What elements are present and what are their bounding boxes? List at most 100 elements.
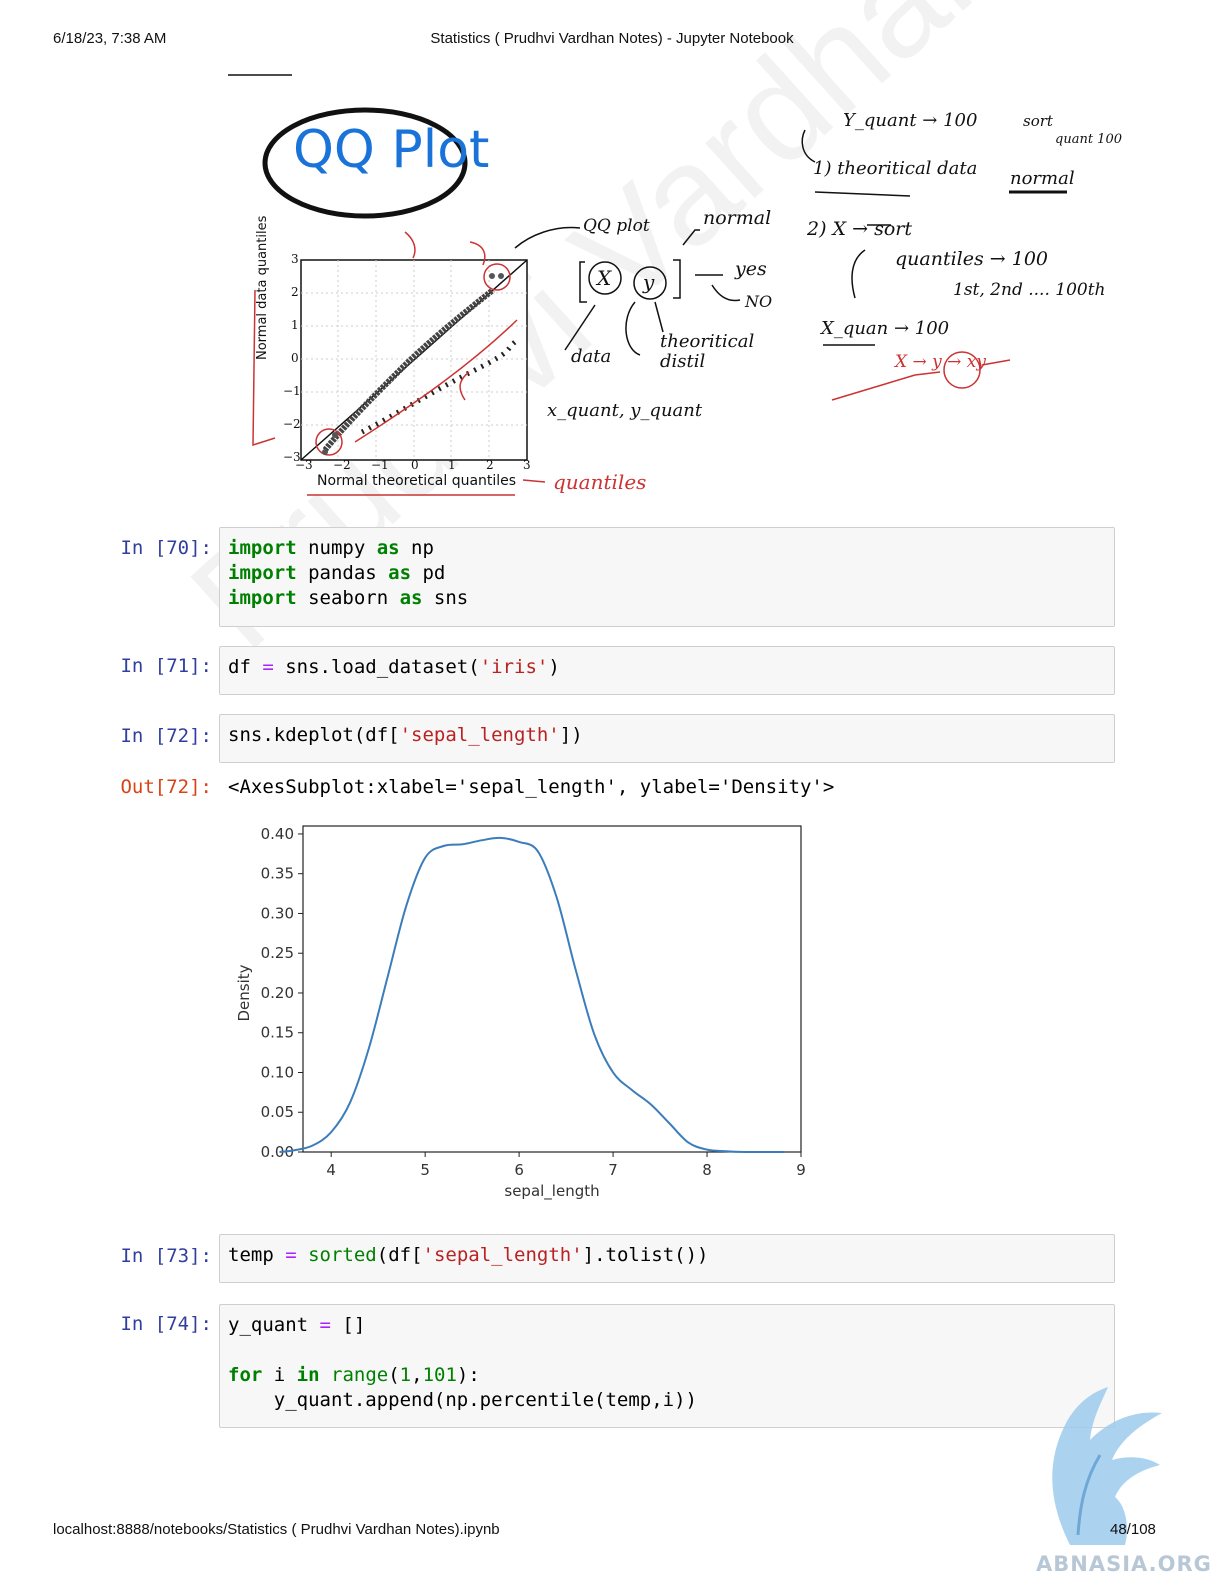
- qq-points-lower: [360, 340, 517, 435]
- normal-note: normal: [703, 207, 772, 229]
- plot-frame: [302, 825, 802, 1153]
- qq-xtick: 2: [486, 458, 494, 472]
- code-text: pandas: [296, 562, 389, 584]
- title-bubble: [262, 107, 468, 219]
- no-note: NO: [745, 292, 773, 311]
- step1-normal-note: normal: [1010, 168, 1075, 189]
- xy-arrow-note: X → y → xy: [895, 352, 987, 372]
- keyword: as: [376, 537, 400, 559]
- qq-ytick: 0: [291, 351, 299, 365]
- keyword: import: [228, 537, 297, 559]
- code-cell-74[interactable]: y_quant = [] for i in range(1,101): y_qu…: [219, 1304, 1115, 1428]
- page-number: 48/108: [1110, 1521, 1156, 1538]
- cell-prompt-73: In [73]:: [120, 1245, 212, 1267]
- qq-ytick: 3: [291, 252, 299, 266]
- output-text: <AxesSubplot:xlabel='sepal_length', ylab…: [228, 776, 835, 798]
- x-tick-label: 8: [702, 1161, 712, 1179]
- code-text: [320, 1364, 331, 1386]
- qq-xtick: −3: [295, 458, 313, 472]
- x-axis: 4 5 6 7 8 9: [326, 1152, 806, 1179]
- keyword: in: [296, 1364, 320, 1386]
- keyword: import: [228, 587, 297, 609]
- y-tick-label: 0.35: [261, 865, 294, 883]
- x-tick-label: 9: [796, 1161, 806, 1179]
- code-cell-73[interactable]: temp = sorted(df['sepal_length'].tolist(…: [219, 1234, 1115, 1283]
- number-literal: 1: [399, 1364, 412, 1386]
- qq-ytick: −3: [283, 450, 301, 464]
- qq-xtick: 3: [523, 458, 531, 472]
- kde-plot: 0.00 0.05 0.10 0.15 0.20 0.25 0.30 0.35 0.40 4 5 6…: [225, 815, 825, 1215]
- code-text: ].tolist()): [582, 1244, 709, 1266]
- yes-note: yes: [735, 258, 767, 280]
- y-note: y: [643, 270, 655, 294]
- code-text: [297, 1244, 308, 1266]
- logo-wordmark: ABNASIA.ORG: [1036, 1552, 1212, 1576]
- y-axis-label: Density: [235, 964, 253, 1021]
- step1-sort-note: sort: [1023, 112, 1053, 130]
- qq-ytick: 1: [291, 318, 299, 332]
- xy-quant-note: x_quant, y_quant: [547, 400, 703, 421]
- abnasia-logo: [1052, 1387, 1162, 1545]
- string-literal: 'iris': [479, 656, 549, 678]
- cell-prompt-72: In [72]:: [120, 725, 212, 747]
- code-text: sns.load_dataset(: [273, 656, 480, 678]
- handwritten-notes: QQ Plot Normal data quantiles Normal the…: [225, 70, 1125, 510]
- qq-ylabel: Normal data quantiles: [255, 215, 270, 360]
- keyword: as: [388, 562, 412, 584]
- code-text: (: [388, 1364, 400, 1386]
- output-prompt-72: Out[72]:: [120, 776, 212, 798]
- step1-quant-note: quant 100: [1055, 132, 1122, 147]
- string-literal: 'sepal_length': [399, 724, 560, 746]
- qqplot-note: QQ plot: [583, 216, 650, 236]
- x-tick-label: 7: [608, 1161, 618, 1179]
- code-text: seaborn: [296, 587, 400, 609]
- number-literal: 101: [422, 1364, 457, 1386]
- step1-yquant-note: Y_quant → 100: [843, 110, 978, 131]
- notes-drawing: [228, 74, 1067, 496]
- qq-xlabel: Normal theoretical quantiles: [317, 473, 517, 489]
- qq-xtick: 0: [411, 458, 419, 472]
- cell-prompt-70: In [70]:: [120, 537, 212, 559]
- notes-title: QQ Plot: [293, 120, 490, 180]
- code-text: np: [399, 537, 434, 559]
- data-note: data: [571, 346, 612, 367]
- qq-points-upper: [322, 287, 495, 452]
- code-cell-70[interactable]: import numpy as np import pandas as pd i…: [219, 527, 1115, 627]
- qq-ytick: 2: [291, 285, 299, 299]
- x-tick-label: 5: [420, 1161, 430, 1179]
- code-cell-71[interactable]: df = sns.load_dataset('iris'): [219, 646, 1115, 695]
- code-text: ,: [411, 1364, 423, 1386]
- y-tick-label: 0.25: [261, 944, 294, 962]
- y-tick-label: 0.15: [261, 1024, 294, 1042]
- y-tick-label: 0.30: [261, 904, 294, 922]
- operator: =: [262, 656, 274, 678]
- code-text: y_quant: [228, 1314, 320, 1336]
- cell-prompt-71: In [71]:: [120, 655, 212, 677]
- code-cell-72[interactable]: sns.kdeplot(df['sepal_length']): [219, 714, 1115, 763]
- keyword: for: [228, 1364, 263, 1386]
- y-tick-label: 0.00: [261, 1143, 294, 1161]
- kde-curve: [279, 836, 785, 1154]
- code-text: pd: [411, 562, 446, 584]
- code-text: numpy: [296, 537, 377, 559]
- code-text: ]): [559, 724, 583, 746]
- builtin: range: [331, 1364, 389, 1386]
- qq-xtick: 1: [448, 458, 456, 472]
- y-tick-label: 0.40: [261, 825, 294, 843]
- kde-chart-svg: 0.00 0.05 0.10 0.15 0.20 0.25 0.30 0.35 0.40 4 5 6…: [235, 825, 806, 1201]
- step2-note: 2) X → sort: [807, 218, 912, 240]
- quantiles-note: quantiles: [553, 470, 647, 494]
- cell-prompt-74: In [74]:: [120, 1313, 212, 1335]
- qq-xtick: −1: [371, 458, 389, 472]
- operator: =: [285, 1244, 297, 1266]
- code-text: (df[: [376, 1244, 423, 1266]
- xquan-note: X_quan → 100: [821, 318, 950, 339]
- step2-ranks-note: 1st, 2nd .... 100th: [953, 280, 1106, 300]
- qq-xtick: −2: [333, 458, 351, 472]
- step2-quantiles-note: quantiles → 100: [895, 248, 1049, 270]
- print-url: localhost:8888/notebooks/Statistics ( Pr…: [53, 1521, 500, 1538]
- code-text: df: [228, 656, 263, 678]
- step1-note: 1) theoritical data: [813, 158, 978, 179]
- code-text: i: [262, 1364, 297, 1386]
- x-axis-label: sepal_length: [504, 1182, 599, 1201]
